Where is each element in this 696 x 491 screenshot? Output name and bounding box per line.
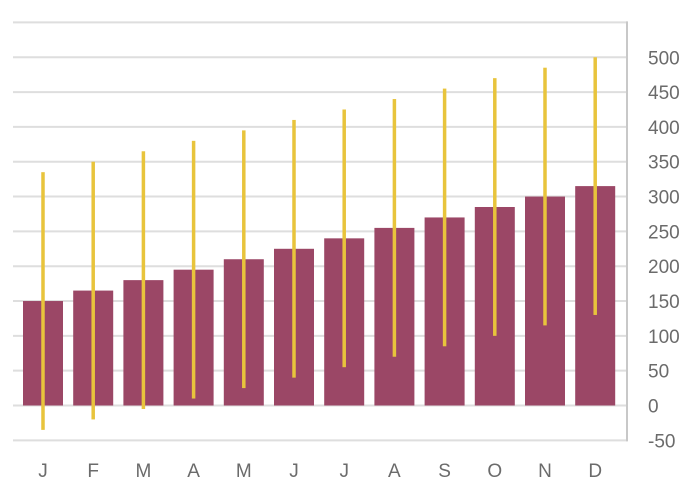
range-line bbox=[191, 140, 196, 399]
range-lines bbox=[41, 57, 597, 430]
x-tick-label: S bbox=[438, 461, 451, 482]
range-line bbox=[593, 57, 597, 315]
x-tick-label: A bbox=[388, 461, 401, 482]
range-line bbox=[493, 78, 497, 336]
x-tick-label: A bbox=[187, 461, 200, 482]
y-tick-label: 150 bbox=[648, 292, 680, 313]
range-line bbox=[342, 109, 346, 368]
y-tick-labels: -50 0 50 100 150 200 250 300 350 400 450 500 bbox=[648, 48, 680, 452]
range-line bbox=[242, 130, 246, 389]
y-tick-label: -50 bbox=[648, 431, 675, 452]
range-line bbox=[292, 119, 296, 378]
x-tick-label: J bbox=[38, 461, 48, 482]
range-line bbox=[392, 99, 397, 357]
x-tick-label: J bbox=[289, 461, 299, 482]
x-tick-label: J bbox=[339, 461, 349, 482]
y-tick-label: 450 bbox=[648, 83, 680, 104]
range-line bbox=[442, 88, 447, 347]
y-tick-label: 500 bbox=[648, 48, 680, 69]
y-tick-label: 50 bbox=[648, 362, 669, 383]
x-tick-label: O bbox=[487, 461, 502, 482]
y-tick-label: 250 bbox=[648, 222, 680, 243]
y-tick-label: 100 bbox=[648, 327, 680, 348]
range-line bbox=[91, 161, 95, 420]
y-tick-label: 0 bbox=[648, 397, 659, 418]
y-tick-label: 300 bbox=[648, 188, 680, 209]
y-tick-label: 350 bbox=[648, 153, 680, 174]
x-tick-label: M bbox=[236, 461, 252, 482]
range-line bbox=[141, 151, 146, 409]
range-line bbox=[543, 67, 547, 326]
x-tick-label: M bbox=[135, 461, 151, 482]
gridlines bbox=[13, 21, 627, 442]
y-tick-label: 200 bbox=[648, 257, 680, 278]
y-tick-label: 400 bbox=[648, 118, 680, 139]
x-tick-label: F bbox=[87, 461, 99, 482]
x-tick-label: D bbox=[588, 461, 602, 482]
bars bbox=[23, 186, 616, 406]
range-line bbox=[41, 172, 45, 430]
x-tick-label: N bbox=[538, 461, 552, 482]
